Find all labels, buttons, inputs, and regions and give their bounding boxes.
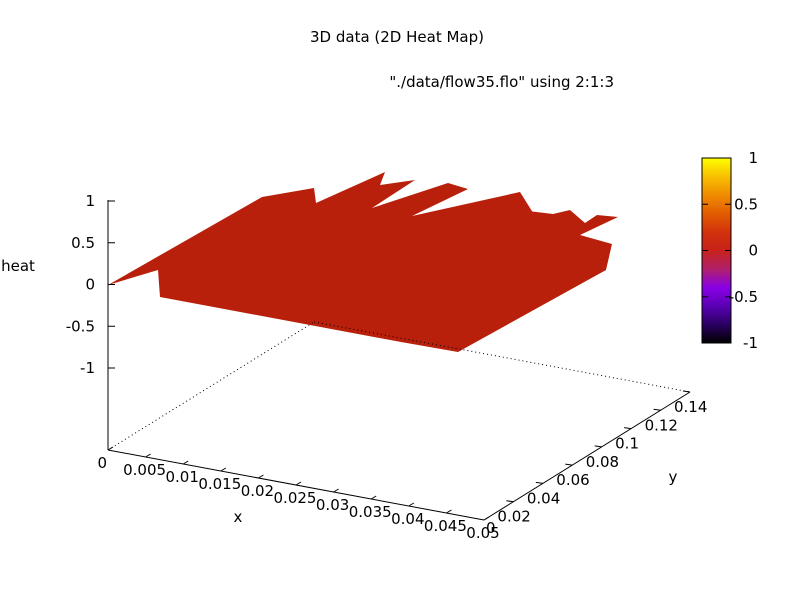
x-tick-label: 0.05 xyxy=(466,524,499,542)
x-axis-label: x xyxy=(234,508,243,526)
x-tick xyxy=(258,474,264,479)
x-tick xyxy=(408,502,415,507)
y-tick xyxy=(624,427,632,430)
surface-fill xyxy=(108,172,618,352)
colorbar-tick-label: 0 xyxy=(748,242,758,260)
x-tick xyxy=(370,495,377,500)
x-tick xyxy=(145,453,151,458)
x-tick-label: 0.005 xyxy=(123,461,166,479)
y-tick xyxy=(682,390,691,393)
x-tick-label: 0.02 xyxy=(241,482,274,500)
colorbar-labels: 1 0.5 0 -0.5 -1 xyxy=(729,149,758,352)
x-tick-label: 0.025 xyxy=(274,489,317,507)
z-tick-label: 0 xyxy=(85,276,95,294)
colorbar-ticks xyxy=(702,157,731,344)
x-tick-label: 0.045 xyxy=(424,517,467,535)
x-tick xyxy=(220,467,227,472)
z-tick-label: 0.5 xyxy=(71,234,95,252)
colorbar-tick-label: 0.5 xyxy=(734,195,758,213)
y-tick xyxy=(535,481,543,484)
x-tick xyxy=(295,481,302,486)
y-tick-label: 0.14 xyxy=(674,398,707,416)
y-tick-label: 0.06 xyxy=(556,471,589,489)
x-tick xyxy=(107,446,114,451)
x-tick-label: 0 xyxy=(97,454,107,472)
x-tick-label: 0.04 xyxy=(391,510,424,528)
back-x-edge xyxy=(107,321,315,451)
z-tick-label: -1 xyxy=(80,359,95,377)
x-tick xyxy=(446,509,452,514)
y-tick-label: 0.08 xyxy=(586,453,619,471)
y-tick xyxy=(653,408,661,411)
y-tick-label: 0.12 xyxy=(645,416,678,434)
y-tick-label: 0.02 xyxy=(497,508,530,526)
x-tick-label: 0.01 xyxy=(165,468,198,486)
chart-title: 3D data (2D Heat Map) xyxy=(310,28,484,46)
z-tick-label: 1 xyxy=(85,192,95,210)
x-tick-label: 0.035 xyxy=(349,503,392,521)
tick-labels: 0 0.005 0.01 0.015 0.02 0.025 0.03 0.035 0.04 0.0… xyxy=(66,192,708,542)
x-tick-label: 0.015 xyxy=(198,475,241,493)
x-tick-label: 0.03 xyxy=(316,496,349,514)
z-axis-label: heat xyxy=(1,257,35,275)
z-tick-label: -0.5 xyxy=(66,317,95,335)
y-tick-label: 0 xyxy=(486,519,496,537)
colorbar-tick-label: -1 xyxy=(743,334,758,352)
key-title: "./data/flow35.flo" using 2:1:3 xyxy=(389,73,614,91)
y-axis-label: y xyxy=(669,468,678,486)
y-tick-label: 0.04 xyxy=(527,489,560,507)
x-tick xyxy=(333,488,339,493)
axis-ticks xyxy=(107,200,691,521)
y-tick xyxy=(565,463,573,466)
y-tick-label: 0.1 xyxy=(615,435,639,453)
back-frame xyxy=(107,321,691,451)
colorbar-tick-label: 1 xyxy=(748,149,758,167)
y-axis-line xyxy=(483,391,691,521)
colorbar-tick-label: -0.5 xyxy=(729,288,758,306)
y-tick xyxy=(506,500,514,503)
x-tick xyxy=(182,460,189,465)
x-tick xyxy=(483,516,490,521)
y-tick xyxy=(594,445,602,448)
